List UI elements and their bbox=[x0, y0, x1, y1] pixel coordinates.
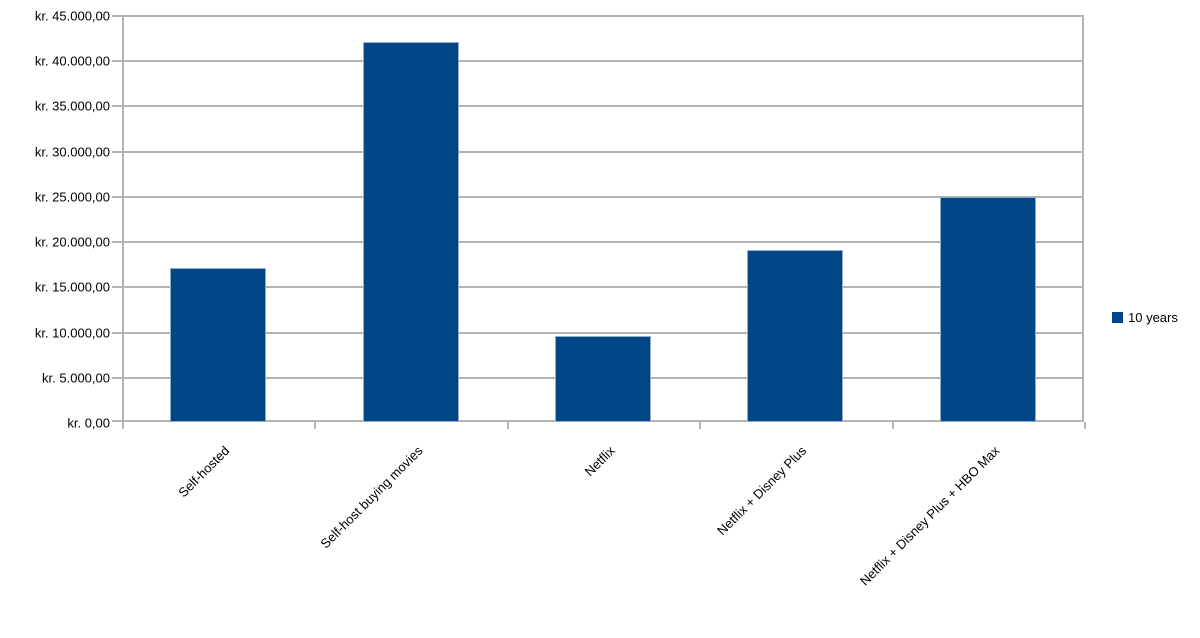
y-gridline bbox=[122, 286, 1084, 288]
y-axis-tick-label: kr. 15.000,00 bbox=[34, 279, 110, 295]
y-axis-tick-mark bbox=[112, 105, 122, 107]
y-axis-tick-label: kr. 5.000,00 bbox=[42, 370, 110, 386]
y-axis-tick-label: kr. 10.000,00 bbox=[34, 325, 110, 341]
y-axis-tick-mark bbox=[112, 151, 122, 153]
y-axis-tick-label: kr. 20.000,00 bbox=[34, 234, 110, 250]
legend-color-swatch bbox=[1112, 312, 1123, 323]
bar-netflix-disney-plus-hbo-max bbox=[940, 197, 1036, 422]
x-axis-tick-mark bbox=[122, 422, 124, 429]
y-gridline bbox=[122, 241, 1084, 243]
x-axis-label-text: Self-host buying movies bbox=[317, 443, 426, 552]
y-axis-tick-mark bbox=[112, 332, 122, 334]
x-axis-label-text: Netflix + Disney Plus bbox=[714, 443, 810, 539]
plot-right-border bbox=[1082, 15, 1084, 422]
y-axis-tick-mark bbox=[112, 377, 122, 379]
y-axis-tick-mark bbox=[112, 241, 122, 243]
y-axis-tick-mark bbox=[112, 286, 122, 288]
x-axis-tick-mark bbox=[699, 422, 701, 429]
y-gridline bbox=[122, 332, 1084, 334]
y-axis-tick-label: kr. 45.000,00 bbox=[34, 8, 110, 24]
y-axis-tick-mark bbox=[112, 196, 122, 198]
y-gridline bbox=[122, 151, 1084, 153]
y-axis-tick-mark bbox=[112, 15, 122, 17]
plot-left-border bbox=[122, 15, 124, 422]
y-axis-tick-label: kr. 0,00 bbox=[67, 415, 110, 431]
y-axis-tick-mark bbox=[112, 420, 122, 422]
x-axis-label-text: Self-hosted bbox=[175, 443, 233, 501]
y-gridline bbox=[122, 60, 1084, 62]
x-axis-label-text: Netflix bbox=[581, 443, 618, 480]
x-axis-tick-mark bbox=[314, 422, 316, 429]
legend-series-label: 10 years bbox=[1128, 310, 1178, 325]
y-gridline bbox=[122, 196, 1084, 198]
y-axis-tick-mark bbox=[112, 60, 122, 62]
plot-area bbox=[122, 15, 1084, 422]
bar-netflix-disney-plus bbox=[747, 250, 843, 422]
y-gridline bbox=[122, 105, 1084, 107]
y-gridline bbox=[122, 15, 1084, 17]
bar-netflix bbox=[555, 336, 651, 422]
y-axis-tick-label: kr. 40.000,00 bbox=[34, 53, 110, 69]
x-axis-tick-mark bbox=[507, 422, 509, 429]
x-axis-tick-mark bbox=[892, 422, 894, 429]
x-axis-label-text: Netflix + Disney Plus + HBO Max bbox=[857, 443, 1003, 589]
y-axis-tick-label: kr. 30.000,00 bbox=[34, 144, 110, 160]
bar-self-host-buying-movies bbox=[363, 42, 459, 422]
legend: 10 years bbox=[1112, 310, 1178, 325]
x-axis-tick-mark bbox=[1084, 422, 1086, 429]
y-axis-tick-label: kr. 35.000,00 bbox=[34, 98, 110, 114]
y-axis-tick-label: kr. 25.000,00 bbox=[34, 189, 110, 205]
bar-self-hosted bbox=[170, 268, 266, 422]
